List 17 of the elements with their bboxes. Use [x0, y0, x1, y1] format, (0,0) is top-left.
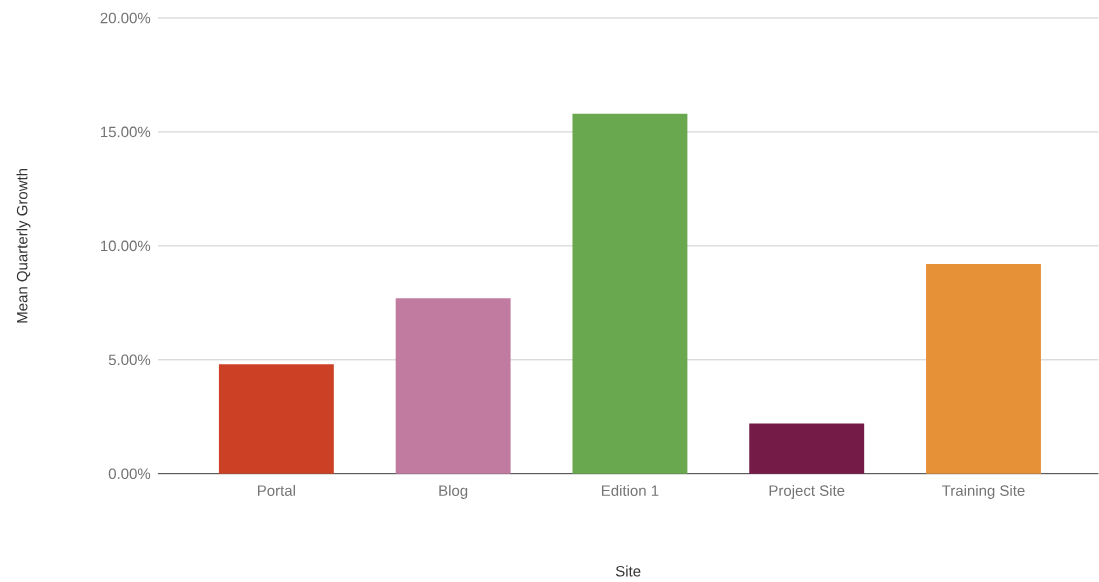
x-tick-label: Edition 1 — [601, 485, 659, 497]
x-tick-label: Training Site — [942, 485, 1025, 500]
y-tick-label: 0.00% — [108, 468, 151, 480]
x-tick-label: Blog — [439, 485, 468, 500]
bar — [395, 298, 511, 474]
bar — [749, 423, 865, 474]
y-tick-label: 20.00% — [100, 12, 151, 24]
bar — [926, 264, 1041, 474]
x-axis-title: Site — [615, 565, 641, 577]
bar — [572, 113, 688, 474]
y-tick-label: 5.00% — [108, 354, 151, 366]
y-tick-label: 15.00% — [101, 126, 151, 138]
x-tick-label: Portal — [258, 485, 295, 497]
y-axis-title: Mean Quarterly Growth — [16, 169, 31, 323]
y-tick-label: 10.00% — [101, 240, 151, 252]
x-tick-label: Project Site — [769, 485, 845, 500]
bar — [218, 364, 334, 474]
